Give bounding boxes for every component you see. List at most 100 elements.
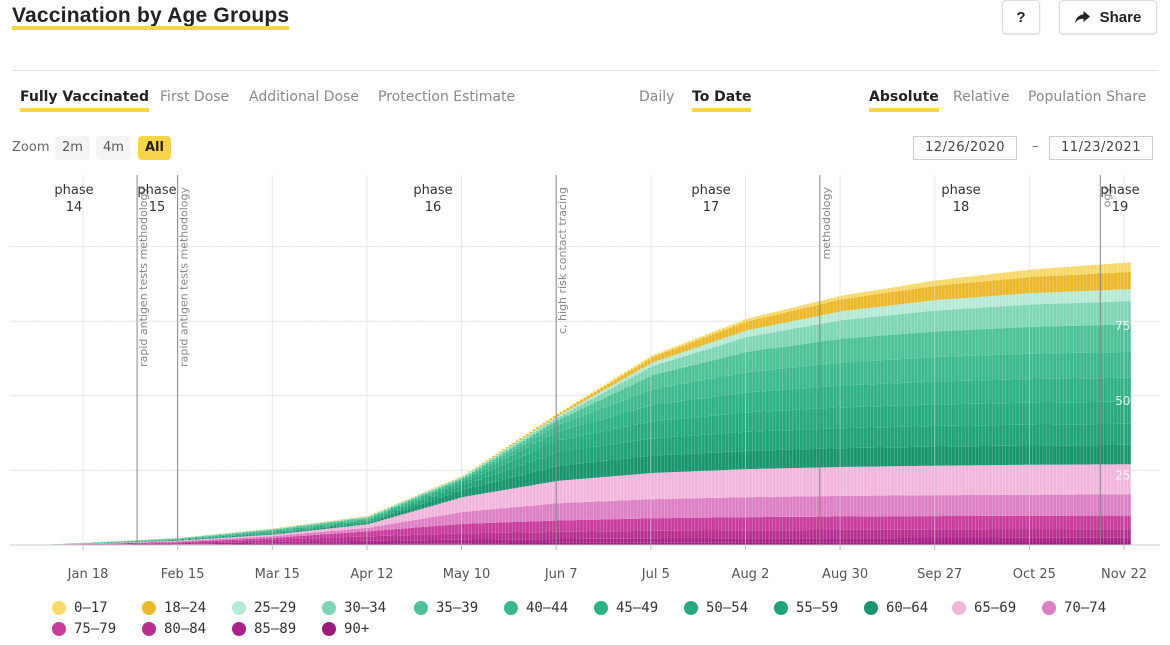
legend-item-35-39[interactable]: 35–39 — [414, 600, 478, 616]
legend-swatch — [952, 601, 966, 615]
legend-label: 18–24 — [164, 600, 207, 616]
zoom-label: Zoom — [12, 140, 50, 155]
share-arrow-icon — [1074, 10, 1090, 23]
help-label: ? — [1016, 8, 1026, 26]
legend-swatch — [232, 601, 246, 615]
legend-label: 30–34 — [344, 600, 387, 616]
legend-item-85-89[interactable]: 85–89 — [232, 621, 296, 637]
legend-item-25-29[interactable]: 25–29 — [232, 600, 296, 616]
area-series-80-84 — [35, 529, 1131, 545]
legend-swatch — [1042, 601, 1056, 615]
share-button[interactable]: Share — [1059, 0, 1157, 34]
phase-number: 19 — [1112, 200, 1129, 215]
tab-population-share[interactable]: Population Share — [1028, 89, 1147, 105]
legend-swatch — [684, 601, 698, 615]
legend-item-90+[interactable]: 90+ — [322, 621, 369, 637]
help-button[interactable]: ? — [1002, 0, 1040, 34]
x-tick-label: Aug 2 — [732, 567, 770, 582]
tab-to-date[interactable]: To Date — [692, 89, 752, 112]
legend-item-45-49[interactable]: 45–49 — [594, 600, 658, 616]
annotation-text: methodology — [820, 187, 833, 260]
y-tick-label: 750k — [1115, 319, 1145, 333]
legend-item-50-54[interactable]: 50–54 — [684, 600, 748, 616]
annotation-text: ogy — [1100, 187, 1113, 208]
legend-swatch — [322, 622, 336, 636]
legend-item-30-34[interactable]: 30–34 — [322, 600, 386, 616]
legend-label: 80–84 — [164, 621, 207, 637]
area-series-65-69 — [35, 464, 1131, 545]
legend-label: 55–59 — [796, 600, 839, 616]
tab-additional-dose[interactable]: Additional Dose — [249, 89, 359, 105]
legend-swatch — [504, 601, 518, 615]
legend-label: 25–29 — [254, 600, 297, 616]
date-from-input[interactable]: 12/26/2020 — [913, 136, 1017, 160]
area-series-70-74 — [35, 494, 1131, 545]
area-series-75-79 — [35, 515, 1131, 545]
legend-label: 35–39 — [436, 600, 479, 616]
phase-label: phase — [137, 183, 176, 198]
x-tick-label: Aug 30 — [822, 567, 868, 582]
tab-fully-vaccinated[interactable]: Fully Vaccinated — [20, 89, 149, 112]
tab-protection-estimate[interactable]: Protection Estimate — [378, 89, 516, 105]
x-tick-label: Apr 12 — [350, 567, 393, 582]
y-tick-label: 250k — [1115, 468, 1145, 482]
date-to-input[interactable]: 11/23/2021 — [1049, 136, 1153, 160]
legend-swatch — [414, 601, 428, 615]
area-series-60-64 — [35, 444, 1131, 545]
share-label: Share — [1099, 8, 1142, 26]
legend-label: 85–89 — [254, 621, 297, 637]
area-series-85-89 — [35, 537, 1131, 545]
legend-item-55-59[interactable]: 55–59 — [774, 600, 838, 616]
legend-swatch — [232, 622, 246, 636]
zoom-all-button[interactable]: All — [138, 136, 171, 160]
area-series-50-54 — [35, 401, 1131, 545]
legend-label: 90+ — [344, 621, 370, 637]
legend-swatch — [322, 601, 336, 615]
legend-item-75-79[interactable]: 75–79 — [52, 621, 116, 637]
legend-swatch — [594, 601, 608, 615]
legend-label: 60–64 — [886, 600, 929, 616]
phase-label: phase — [54, 183, 93, 198]
phase-number: 15 — [149, 200, 166, 215]
legend-item-0-17[interactable]: 0–17 — [52, 600, 108, 616]
legend-swatch — [142, 601, 156, 615]
annotation-text: rapid antigen tests methodology — [137, 187, 150, 367]
tab-first-dose[interactable]: First Dose — [160, 89, 230, 105]
y-tick-label: 500k — [1115, 394, 1145, 408]
phase-number: 18 — [953, 200, 970, 215]
legend-item-40-44[interactable]: 40–44 — [504, 600, 568, 616]
area-series-35-39 — [35, 324, 1131, 545]
legend-item-60-64[interactable]: 60–64 — [864, 600, 928, 616]
area-series-40-44 — [35, 351, 1131, 545]
annotation-text: rapid antigen tests methodology — [178, 187, 191, 367]
date-separator: – — [1032, 139, 1039, 154]
page-title-text: Vaccination by Age Groups — [12, 4, 290, 27]
phase-label: phase — [1100, 183, 1139, 198]
phase-number: 16 — [425, 200, 442, 215]
tab-daily[interactable]: Daily — [639, 89, 675, 105]
legend-swatch — [142, 622, 156, 636]
y-tick-label: 1,000k — [1104, 245, 1145, 259]
area-series-30-34 — [35, 301, 1131, 545]
x-tick-label: Jun 7 — [544, 567, 578, 582]
tab-relative[interactable]: Relative — [953, 89, 1010, 105]
phase-number: 14 — [66, 200, 83, 215]
tab-absolute[interactable]: Absolute — [869, 89, 939, 112]
legend-item-80-84[interactable]: 80–84 — [142, 621, 206, 637]
x-tick-label: May 10 — [443, 567, 491, 582]
legend-label: 0–17 — [74, 600, 108, 616]
legend-item-65-69[interactable]: 65–69 — [952, 600, 1016, 616]
legend-label: 40–44 — [526, 600, 569, 616]
zoom-2m-button[interactable]: 2m — [55, 136, 90, 160]
x-tick-label: Jul 5 — [641, 567, 670, 582]
vaccination-area-chart: rapid antigen tests methodology rapid ant… — [10, 175, 1160, 582]
x-tick-label: Oct 25 — [1013, 567, 1056, 582]
zoom-4m-button[interactable]: 4m — [96, 136, 131, 160]
area-series-45-49 — [35, 377, 1131, 545]
x-tick-label: Nov 22 — [1101, 567, 1147, 582]
legend-item-18-24[interactable]: 18–24 — [142, 600, 206, 616]
area-series-55-59 — [35, 423, 1131, 545]
legend-label: 65–69 — [974, 600, 1017, 616]
phase-label: phase — [941, 183, 980, 198]
legend-item-70-74[interactable]: 70–74 — [1042, 600, 1106, 616]
